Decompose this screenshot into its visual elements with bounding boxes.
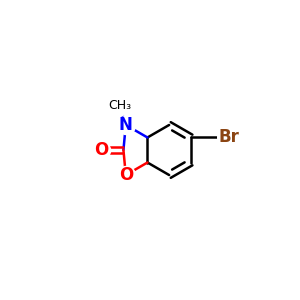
Text: O: O — [94, 141, 109, 159]
Text: Br: Br — [219, 128, 239, 146]
Text: O: O — [119, 166, 133, 184]
Text: CH₃: CH₃ — [108, 99, 131, 112]
Text: N: N — [119, 116, 133, 134]
